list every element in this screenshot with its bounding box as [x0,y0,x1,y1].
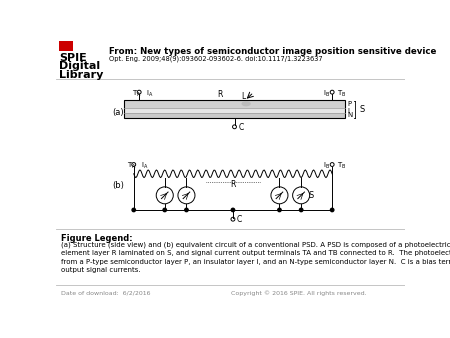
Text: T$_\mathregular{B}$: T$_\mathregular{B}$ [337,161,346,171]
Text: (b): (b) [112,181,124,190]
Text: I$_\mathregular{B}$: I$_\mathregular{B}$ [323,161,330,171]
Text: I$_\mathregular{A}$: I$_\mathregular{A}$ [141,161,148,171]
Text: T$_\mathregular{B}$: T$_\mathregular{B}$ [337,88,346,98]
Bar [125,100,345,118]
Circle shape [178,187,195,204]
Circle shape [185,208,188,212]
Text: P: P [348,101,352,107]
Text: (a) Structure (side view) and (b) equivalent circuit of a conventional PSD. A PS: (a) Structure (side view) and (b) equiva… [61,242,450,273]
Bar [125,100,345,107]
Text: (a): (a) [112,108,124,117]
Text: Library: Library [59,70,104,80]
Text: Opt. Eng. 2009;48(9):093602-093602-6. doi:10.1117/1.3223637: Opt. Eng. 2009;48(9):093602-093602-6. do… [109,56,323,63]
Bar [59,41,73,51]
Text: C: C [237,215,242,224]
Circle shape [132,163,136,166]
Ellipse shape [242,101,251,106]
Circle shape [163,208,166,212]
Text: R: R [230,180,236,189]
Text: T$_\mathregular{A}$: T$_\mathregular{A}$ [132,88,142,98]
Text: From: New types of semiconductor image position sensitive device: From: New types of semiconductor image p… [109,47,436,56]
Text: SPIE: SPIE [59,53,87,63]
Bar [125,100,345,118]
Circle shape [156,187,173,204]
Text: C: C [238,123,243,132]
Text: N: N [348,112,353,118]
Text: S: S [309,191,314,200]
Circle shape [330,208,334,212]
Circle shape [233,125,236,129]
Circle shape [231,208,234,212]
Circle shape [292,187,310,204]
Circle shape [278,208,281,212]
Text: Date of download:  6/2/2016: Date of download: 6/2/2016 [61,290,150,295]
Text: R: R [217,90,222,99]
Text: L: L [241,92,245,100]
Text: S: S [359,104,364,114]
Text: I: I [348,107,350,114]
Text: T$_\mathregular{A}$: T$_\mathregular{A}$ [126,161,136,171]
Bar [125,113,345,118]
Circle shape [271,187,288,204]
Circle shape [137,90,141,94]
Text: I$_\mathregular{A}$: I$_\mathregular{A}$ [146,89,153,99]
Text: I$_\mathregular{B}$: I$_\mathregular{B}$ [323,89,330,99]
Circle shape [231,217,235,221]
Circle shape [299,208,303,212]
Circle shape [330,163,334,166]
Text: Digital: Digital [59,62,100,71]
Text: Copyright © 2016 SPIE. All rights reserved.: Copyright © 2016 SPIE. All rights reserv… [230,290,366,296]
Circle shape [330,90,334,94]
Bar [125,107,345,113]
Text: Figure Legend:: Figure Legend: [61,234,133,243]
Circle shape [132,208,135,212]
